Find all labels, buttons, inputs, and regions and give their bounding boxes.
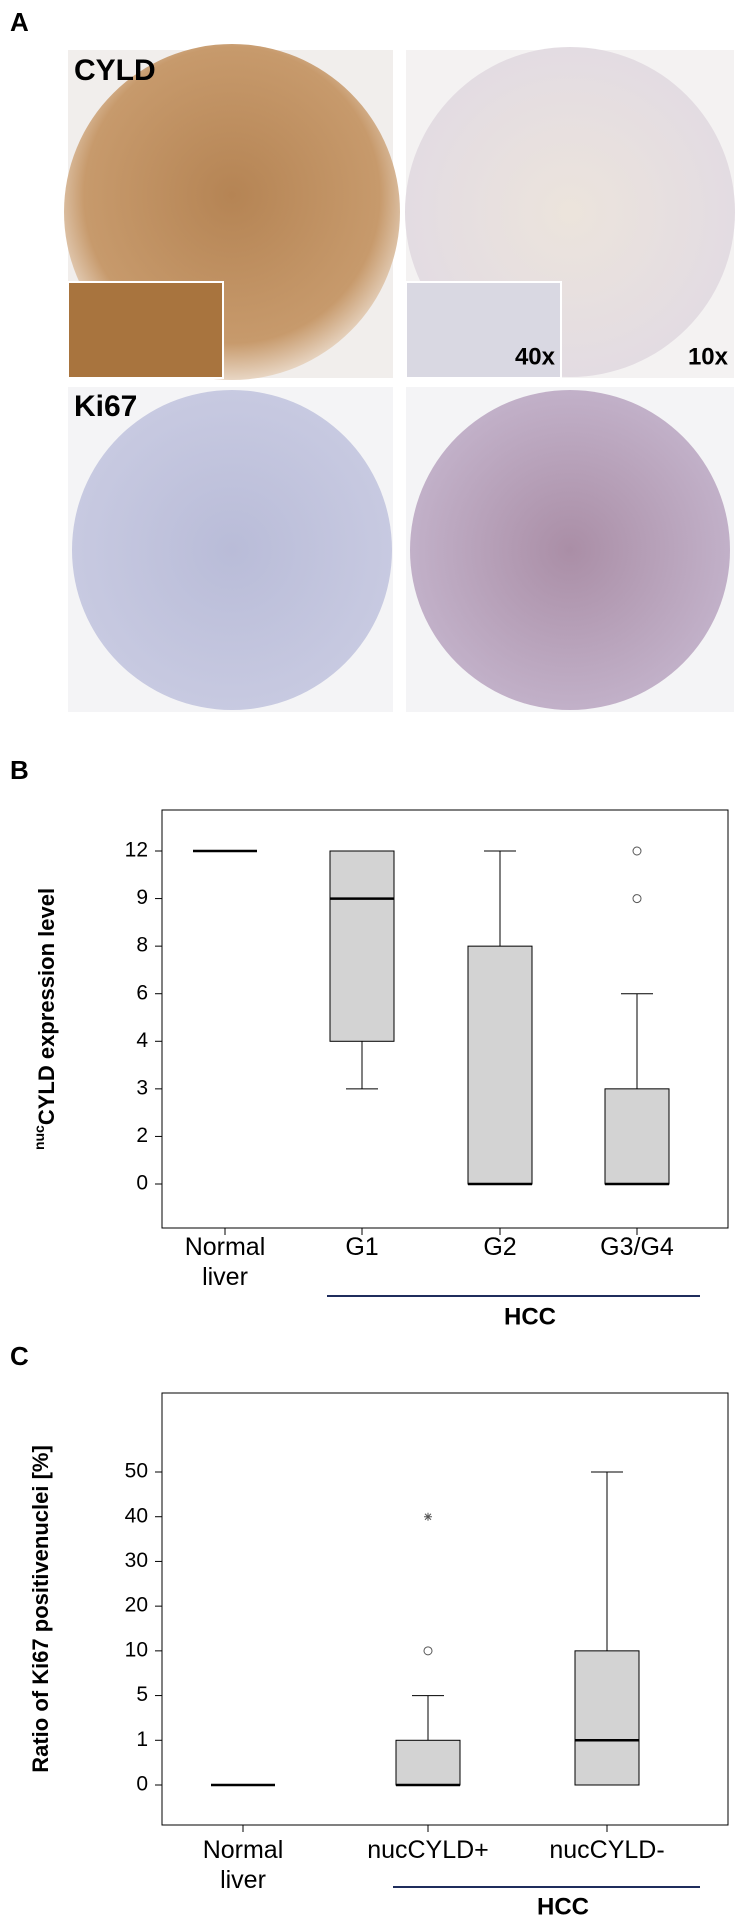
x-tick-label: nucCYLD+: [367, 1836, 489, 1864]
outlier: [423, 1646, 433, 1656]
x-tick-label: nucCYLD-: [549, 1836, 665, 1864]
box: [395, 1739, 461, 1786]
magnification: 10x: [688, 343, 729, 370]
y-tick-label: 12: [125, 839, 148, 862]
row-label: CYLD: [74, 54, 156, 87]
plot-frame: [161, 809, 729, 1229]
y-axis-label-text: Ratio of Ki67 positivenuclei [%]: [28, 1445, 53, 1773]
y-tick-label: 40: [125, 1504, 148, 1527]
plot-frame: [161, 1392, 729, 1826]
y-tick-label: 50: [125, 1460, 148, 1483]
box: [604, 1088, 670, 1185]
inset: [67, 281, 224, 379]
extreme: [424, 1512, 432, 1521]
y-axis-label: Ratio of Ki67 positivenuclei [%]: [28, 1445, 53, 1773]
panel-label: B: [10, 755, 29, 785]
y-tick-label: 8: [136, 934, 148, 957]
box: [467, 945, 533, 1185]
x-tick-label: Normal liver: [202, 1836, 284, 1894]
x-tick-label: G2: [483, 1233, 517, 1261]
tissue-core: [410, 390, 730, 710]
y-axis-label-sup: nuc: [31, 1125, 47, 1150]
y-tick-label: 0: [136, 1172, 148, 1195]
y-tick-label: 5: [136, 1683, 148, 1706]
magnification: 40x: [515, 343, 556, 370]
y-axis-label-text: CYLD expression level: [34, 888, 59, 1125]
y-tick-label: 6: [136, 981, 148, 1004]
y-tick-label: 3: [136, 1076, 148, 1099]
panel-label: C: [10, 1341, 29, 1371]
y-tick-label: 9: [136, 886, 148, 909]
tissue-core: [72, 390, 392, 710]
outlier: [632, 846, 642, 856]
y-tick-label: 10: [125, 1638, 148, 1661]
row-label: Ki67: [74, 390, 137, 423]
y-axis-label: nucCYLD expression level: [31, 888, 59, 1150]
y-tick-label: 30: [125, 1549, 148, 1572]
y-tick-label: 4: [136, 1029, 148, 1052]
x-tick-label: G3/G4: [600, 1233, 674, 1261]
box: [329, 850, 395, 1042]
y-tick-label: 0: [136, 1773, 148, 1796]
group-label: HCC: [537, 1893, 589, 1920]
group-label: HCC: [504, 1303, 556, 1330]
inset: [405, 281, 562, 379]
box: [574, 1650, 640, 1786]
panel-label: A: [10, 7, 29, 37]
y-tick-label: 2: [136, 1124, 148, 1147]
y-tick-label: 1: [136, 1728, 148, 1751]
x-tick-label: G1: [345, 1233, 379, 1261]
y-tick-label: 20: [125, 1594, 148, 1617]
outlier: [632, 894, 642, 904]
x-tick-label: Normal liver: [184, 1233, 266, 1291]
